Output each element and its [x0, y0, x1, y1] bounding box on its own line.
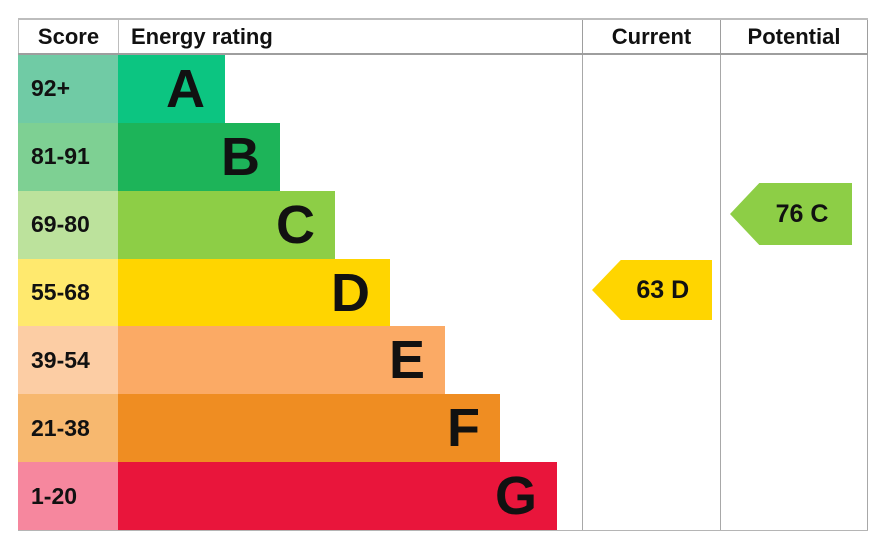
band-letter-b: B — [221, 126, 260, 187]
current-cell-e — [582, 326, 720, 395]
rating-bar-f: F — [118, 394, 500, 463]
potential-cell-g — [720, 462, 868, 531]
potential-cell-b — [720, 122, 868, 191]
score-range-g: 1-20 — [18, 462, 118, 531]
band-letter-e: E — [388, 330, 425, 391]
potential-cell-d — [720, 258, 868, 327]
band-letter-f: F — [447, 398, 480, 459]
rating-cell-b: B — [118, 122, 582, 191]
rating-cell-f: F — [118, 394, 582, 463]
band-row-b: 81-91 B — [18, 122, 868, 191]
rating-bar-g: G — [118, 462, 557, 531]
header-score: Score — [18, 20, 118, 53]
band-row-c: 69-80 C — [18, 190, 868, 259]
band-rows: 92+ A 81-91 B — [18, 55, 868, 531]
rating-bar-c: C — [118, 190, 335, 259]
score-range-d: 55-68 — [18, 258, 118, 327]
current-rating-arrow: 63 D — [592, 260, 712, 320]
band-row-a: 92+ A — [18, 55, 868, 123]
band-letter-a: A — [166, 58, 205, 119]
current-cell-f — [582, 394, 720, 463]
score-range-a: 92+ — [18, 55, 118, 123]
potential-rating-label: 76 C — [775, 199, 829, 228]
band-letter-g: G — [494, 466, 537, 527]
score-range-e: 39-54 — [18, 326, 118, 395]
current-cell-a — [582, 55, 720, 123]
band-row-d: 55-68 D — [18, 258, 868, 327]
rating-cell-d: D — [118, 258, 582, 327]
band-row-f: 21-38 F — [18, 394, 868, 463]
potential-cell-a — [720, 55, 868, 123]
current-cell-g — [582, 462, 720, 531]
rating-cell-e: E — [118, 326, 582, 395]
current-cell-b — [582, 122, 720, 191]
header-energy-rating: Energy rating — [118, 20, 582, 53]
potential-rating-arrow: 76 C — [730, 183, 852, 245]
rating-bar-a: A — [118, 55, 225, 123]
score-range-f: 21-38 — [18, 394, 118, 463]
table-header-row: Score Energy rating Current Potential — [18, 20, 868, 55]
band-row-e: 39-54 E — [18, 326, 868, 395]
rating-cell-g: G — [118, 462, 582, 531]
current-rating-label: 63 D — [636, 275, 690, 304]
score-range-b: 81-91 — [18, 122, 118, 191]
header-potential: Potential — [720, 20, 868, 53]
rating-bar-e: E — [118, 326, 445, 395]
rating-bar-d: D — [118, 258, 390, 327]
band-row-g: 1-20 G — [18, 462, 868, 531]
rating-cell-a: A — [118, 55, 582, 123]
potential-cell-e — [720, 326, 868, 395]
epc-table: Score Energy rating Current Potential 92… — [18, 18, 868, 531]
rating-bar-b: B — [118, 122, 280, 191]
potential-cell-f — [720, 394, 868, 463]
rating-cell-c: C — [118, 190, 582, 259]
band-letter-d: D — [331, 262, 370, 323]
current-cell-c — [582, 190, 720, 259]
score-range-c: 69-80 — [18, 190, 118, 259]
header-current: Current — [582, 20, 720, 53]
band-letter-c: C — [276, 194, 315, 255]
